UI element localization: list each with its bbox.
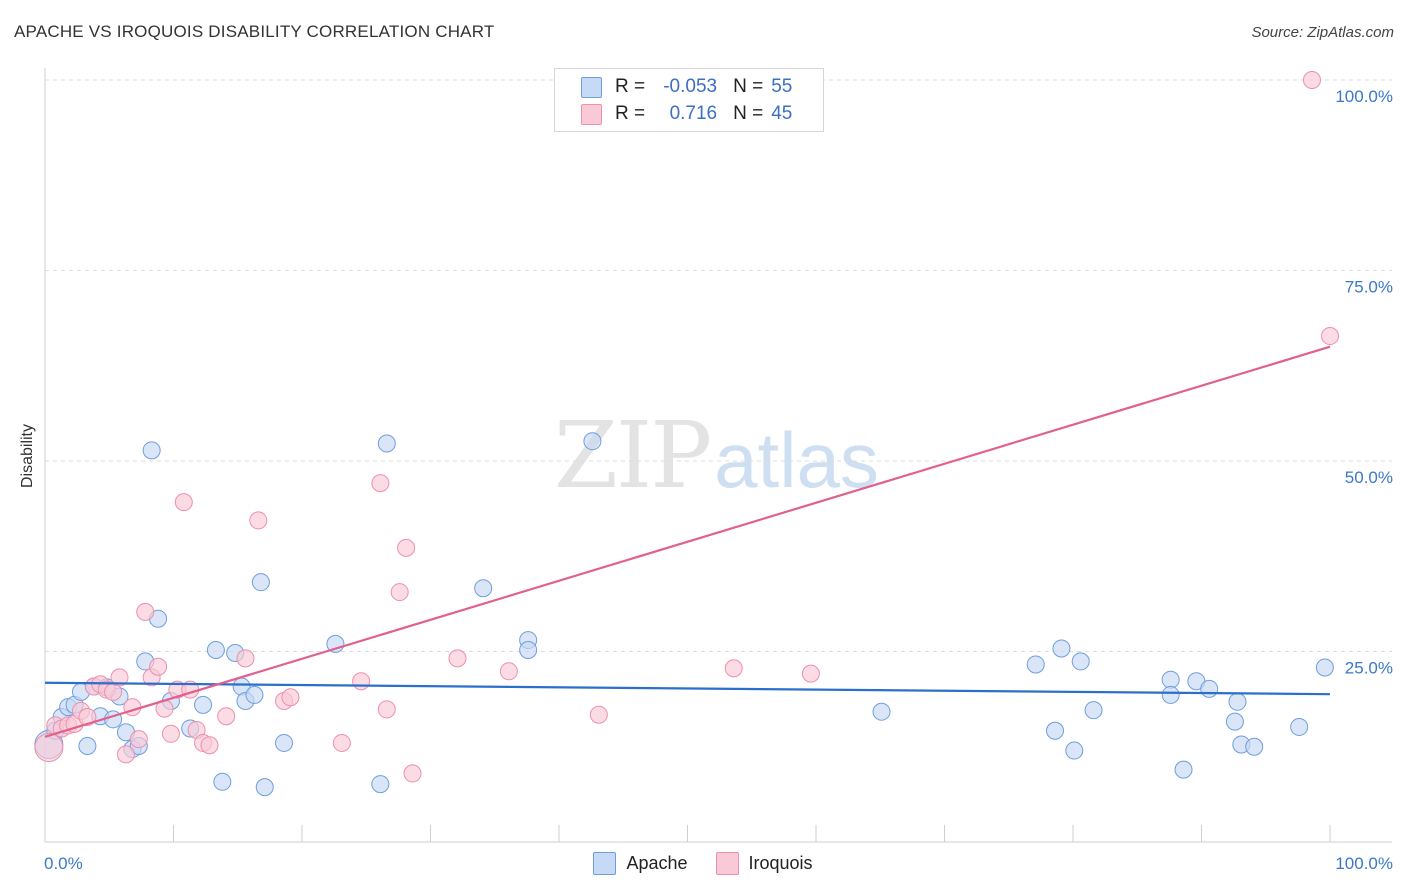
apache-n-value: 55 [771, 76, 793, 97]
apache-point [1200, 679, 1219, 698]
series-legend: Apache Iroquois [0, 852, 1406, 875]
apache-point [1065, 741, 1084, 760]
iroquois-point [116, 745, 135, 764]
apache-point [1315, 658, 1334, 677]
apache-point [872, 702, 891, 721]
source-label: Source: ZipAtlas.com [1251, 24, 1394, 41]
iroquois-point [281, 688, 300, 707]
iroquois-point [1321, 327, 1339, 346]
r-label: R = [615, 103, 646, 124]
iroquois-point [249, 511, 268, 530]
iroquois-points [34, 71, 1339, 783]
apache-point [583, 432, 602, 451]
apache-trend-line [44, 681, 1331, 696]
iroquois-point [352, 672, 371, 691]
watermark: ZIPatlas [554, 402, 879, 509]
watermark-zip: ZIP [554, 402, 712, 509]
iroquois-r-value: 0.716 [669, 103, 718, 124]
iroquois-point [499, 662, 518, 681]
apache-point [519, 640, 538, 659]
n-label: N = [733, 103, 764, 124]
apache-point [1052, 639, 1071, 658]
iroquois-point [390, 583, 409, 602]
iroquois-point [174, 493, 193, 512]
iroquois-point [78, 708, 97, 727]
iroquois-swatch [581, 103, 602, 125]
x-tick-label: 0.0% [44, 854, 83, 873]
y-tick-label: 100.0% [1335, 87, 1393, 106]
apache-point [1290, 717, 1309, 736]
apache-point [1228, 692, 1247, 711]
apache-point [245, 685, 264, 704]
iroquois-point [110, 668, 129, 687]
legend-row-iroquois: R = 0.716 N = 45 [555, 101, 801, 127]
iroquois-point [377, 700, 396, 719]
apache-point [275, 733, 294, 752]
apache-swatch [581, 76, 602, 98]
iroquois-point [129, 730, 148, 749]
tick-labels: 25.0% 50.0% 75.0% 100.0% 0.0% 100.0% [44, 87, 1393, 873]
apache-point [213, 772, 232, 791]
apache-point [1245, 737, 1264, 756]
apache-point [194, 695, 213, 714]
legend-row-apache: R = -0.053 N = 55 [555, 74, 801, 100]
apache-point [1161, 670, 1180, 689]
watermark-atlas: atlas [714, 416, 879, 504]
trend-lines [44, 345, 1331, 738]
apache-point [251, 573, 270, 592]
gridlines [45, 79, 1392, 652]
axes [44, 68, 1392, 843]
legend-item-iroquois[interactable]: Iroquois [715, 852, 813, 875]
n-label: N = [733, 76, 764, 97]
chart-title: APACHE VS IROQUOIS DISABILITY CORRELATIO… [14, 22, 495, 41]
iroquois-point [236, 649, 255, 668]
apache-point [377, 434, 396, 453]
apache-point [371, 775, 390, 794]
iroquois-point [1303, 71, 1322, 89]
apache-legend-swatch [593, 852, 617, 875]
iroquois-point [589, 705, 608, 724]
x-tick-label: 100.0% [1335, 854, 1393, 873]
apache-point [1161, 685, 1180, 704]
iroquois-point [448, 649, 467, 668]
r-label: R = [615, 76, 646, 97]
apache-point [1084, 701, 1103, 720]
iroquois-point [161, 724, 180, 743]
iroquois-point [200, 736, 219, 755]
apache-point [206, 640, 225, 659]
apache-point [1026, 655, 1045, 674]
iroquois-point [371, 474, 390, 493]
legend-item-apache[interactable]: Apache [593, 852, 688, 875]
iroquois-point [403, 764, 422, 783]
apache-point [142, 441, 161, 460]
apache-point [1046, 721, 1065, 740]
iroquois-point [724, 659, 743, 678]
apache-point [1174, 760, 1193, 779]
apache-point [255, 778, 274, 797]
apache-points [34, 432, 1334, 797]
iroquois-legend-label: Iroquois [748, 853, 813, 873]
stats-legend: R = -0.053 N = 55 R = 0.716 N = 45 [554, 68, 824, 132]
apache-point [1071, 652, 1090, 671]
apache-point [1225, 712, 1244, 731]
iroquois-point [149, 657, 168, 676]
y-tick-label: 50.0% [1345, 468, 1393, 487]
iroquois-trend-line [44, 345, 1331, 738]
iroquois-point [332, 733, 351, 752]
apache-point [474, 579, 493, 598]
apache-point [78, 736, 97, 755]
iroquois-legend-swatch [715, 852, 739, 875]
iroquois-n-value: 45 [771, 103, 793, 124]
apache-r-value: -0.053 [663, 76, 718, 97]
iroquois-point [801, 664, 820, 683]
y-tick-label: 75.0% [1345, 278, 1393, 297]
apache-legend-label: Apache [626, 853, 688, 873]
y-tick-label: 25.0% [1345, 659, 1393, 678]
iroquois-point [397, 538, 416, 557]
iroquois-point [217, 707, 236, 726]
iroquois-point [136, 602, 155, 621]
iroquois-point [34, 733, 64, 763]
